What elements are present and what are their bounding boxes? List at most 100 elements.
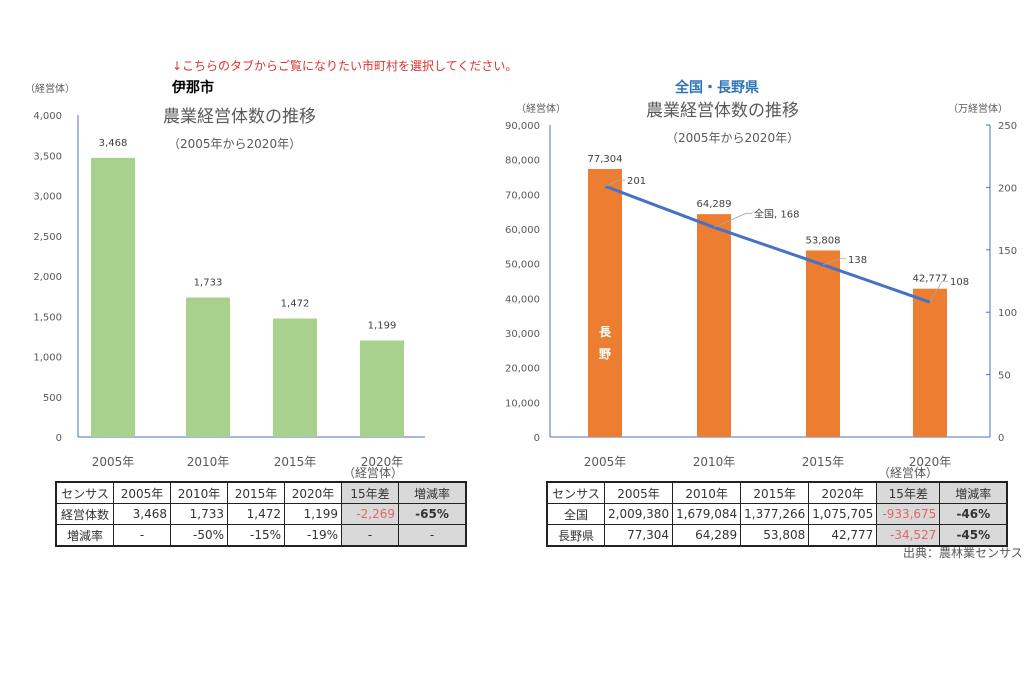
table-cell: 増減率 [55, 524, 114, 547]
table-cell: 全国 [546, 503, 605, 525]
left-y-tick-label: 90,000 [505, 121, 540, 132]
left-y-tick-label: 70,000 [505, 190, 540, 201]
national-chart-title: 農業経営体数の推移 [646, 101, 799, 121]
national-region-title: 全国・長野県 [674, 79, 759, 96]
y-tick-label: 500 [43, 393, 62, 404]
national-right-axis-label: （万経営体） [948, 102, 1008, 115]
leader-line [822, 258, 846, 266]
line-data-label: 201 [627, 176, 646, 187]
right-y-tick-label: 150 [998, 246, 1017, 257]
leader-line [604, 179, 625, 187]
x-tick-label: 2010年 [693, 455, 736, 469]
table-cell: 2010年 [672, 481, 742, 504]
y-tick-label: 0 [56, 433, 62, 444]
ina-x-axis-unit: （経営体） [343, 466, 403, 480]
source-note: 出典：農林業センサス [903, 546, 1023, 560]
leader-line [713, 212, 752, 228]
x-tick-label: 2005年 [584, 455, 627, 469]
left-y-tick-label: 50,000 [505, 260, 540, 271]
table-cell: 53,808 [740, 524, 810, 547]
national-x-axis-unit: （経営体） [878, 466, 938, 480]
table-cell: 77,304 [603, 524, 674, 547]
bar-data-label: 77,304 [588, 154, 623, 165]
ina-region-title: 伊那市 [171, 79, 214, 96]
table-cell: - [341, 524, 399, 547]
x-tick-label: 2015年 [274, 455, 317, 469]
y-tick-label: 3,500 [33, 151, 62, 162]
x-tick-label: 2015年 [802, 455, 845, 469]
table-cell: 64,289 [672, 524, 742, 547]
series-name-label: 野 [599, 347, 611, 361]
data-label: 1,472 [281, 299, 310, 310]
bar [91, 157, 135, 438]
table-cell: 15年差 [341, 481, 399, 504]
bar-data-label: 64,289 [697, 199, 732, 210]
line-data-label: 全国, 168 [754, 207, 799, 220]
bar [697, 214, 731, 437]
y-tick-label: 2,000 [33, 272, 62, 283]
left-y-tick-label: 10,000 [505, 398, 540, 409]
table-cell: 15年差 [876, 481, 941, 504]
table-row: 経営体数 3,468 1,733 1,472 1,199 -2,269 -65% [55, 503, 467, 525]
right-y-tick-label: 250 [998, 121, 1017, 132]
data-label: 1,733 [194, 277, 223, 288]
right-y-tick-label: 0 [998, 433, 1004, 444]
x-tick-label: 2020年 [361, 455, 404, 469]
right-y-tick-label: 100 [998, 308, 1017, 319]
table-cell: 2015年 [227, 481, 285, 504]
table-header-row: センサス 2005年 2010年 2015年 2020年 15年差 増減率 [546, 481, 1008, 504]
table-cell: 2020年 [808, 481, 878, 504]
table-cell: -34,527 [876, 524, 941, 547]
national-combo-chart: 0 10,000 20,000 30,000 40,000 50,000 60,000 70,… [505, 121, 1017, 469]
table-row: 全国 2,009,380 1,679,084 1,377,266 1,075,7… [546, 503, 1008, 525]
right-y-tick-label: 200 [998, 183, 1017, 194]
table-cell: 2020年 [284, 481, 342, 504]
table-cell: 1,472 [227, 503, 285, 525]
y-tick-label: 3,000 [33, 192, 62, 203]
left-y-tick-label: 20,000 [505, 364, 540, 375]
table-cell: 42,777 [808, 524, 878, 547]
data-label: 1,199 [368, 320, 397, 331]
ina-chart-title: 農業経営体数の推移 [163, 107, 316, 127]
table-header-row: センサス 2005年 2010年 2015年 2020年 15年差 増減率 [55, 481, 467, 504]
table-cell: - [398, 524, 467, 547]
national-left-axis-label: （経営体） [516, 102, 566, 115]
data-label: 3,468 [99, 138, 128, 149]
table-cell: -933,675 [876, 503, 941, 525]
table-cell: 1,075,705 [808, 503, 878, 525]
x-tick-label: 2010年 [187, 455, 230, 469]
table-cell: センサス [55, 481, 114, 504]
table-cell: 2,009,380 [603, 503, 674, 525]
left-y-tick-label: 30,000 [505, 329, 540, 340]
ina-table: センサス 2005年 2010年 2015年 2020年 15年差 増減率 経営… [55, 481, 467, 547]
right-y-tick-label: 50 [998, 371, 1011, 382]
left-y-tick-label: 0 [534, 433, 540, 444]
bar [273, 318, 317, 437]
bar [913, 288, 947, 437]
table-cell: 2015年 [740, 481, 810, 504]
leader-line [929, 280, 948, 303]
bar [588, 169, 622, 437]
national-table: センサス 2005年 2010年 2015年 2020年 15年差 増減率 全国… [546, 481, 1009, 547]
table-cell: - [113, 524, 171, 547]
x-tick-label: 2020年 [909, 455, 952, 469]
bar [806, 250, 840, 437]
line-series [604, 184, 931, 304]
table-cell: 1,377,266 [740, 503, 810, 525]
notice-text: ↓こちらのタブからご覧になりたい市町村を選択してください。 [172, 58, 517, 73]
left-y-tick-label: 80,000 [505, 156, 540, 167]
table-cell: 1,733 [170, 503, 228, 525]
table-cell: センサス [546, 481, 605, 504]
table-cell: -46% [939, 503, 1008, 525]
left-y-tick-label: 60,000 [505, 225, 540, 236]
table-cell: -15% [227, 524, 285, 547]
y-tick-label: 2,500 [33, 232, 62, 243]
bar-data-label: 42,777 [913, 274, 948, 285]
table-row: 長野県 77,304 64,289 53,808 42,777 -34,527 … [546, 524, 1008, 547]
national-chart-subtitle: （2005年から2020年） [666, 131, 799, 145]
table-cell: -50% [170, 524, 228, 547]
table-cell: 1,679,084 [672, 503, 742, 525]
table-cell: 増減率 [939, 481, 1008, 504]
